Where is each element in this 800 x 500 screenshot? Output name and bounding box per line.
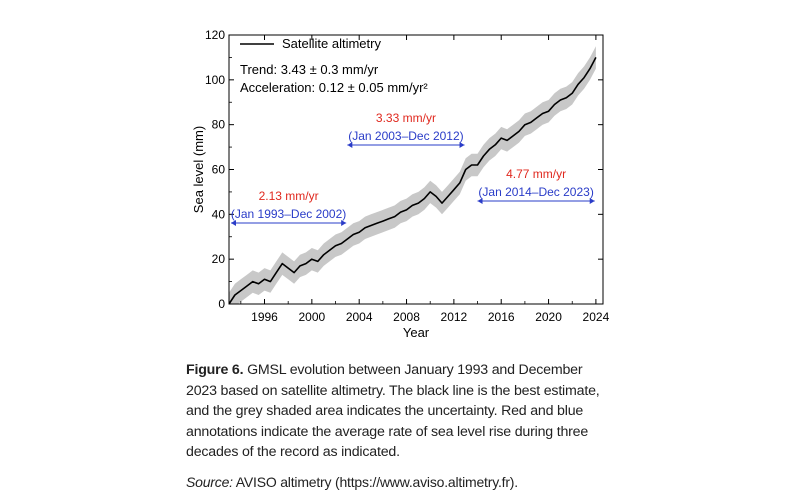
caption-text: GMSL evolution between January 1993 and … xyxy=(186,362,600,460)
period-arrow-right xyxy=(341,220,347,226)
chart-area: 0 20 40 60 80 100 120 1996 2000 2004 2008 2012 2016 2… xyxy=(191,28,610,340)
source-text: AVISO altimetry (https://www.aviso.altim… xyxy=(232,474,518,490)
x-tick-label: 2024 xyxy=(583,310,610,324)
x-tick-label: 2012 xyxy=(441,310,468,324)
y-axis-label: Sea level (mm) xyxy=(191,126,206,213)
figure-caption: Figure 6. GMSL evolution between January… xyxy=(186,360,616,463)
x-tick-label: 2008 xyxy=(393,310,420,324)
series-line-satellite-altimetry xyxy=(229,57,597,304)
uncertainty-band xyxy=(229,46,596,304)
y-tick-label: 20 xyxy=(212,252,226,266)
uncertainty-band-layer xyxy=(229,46,596,304)
y-tick-label: 60 xyxy=(212,163,226,177)
trend-text: Trend: 3.43 ± 0.3 mm/yr xyxy=(240,62,379,77)
period-arrow-left xyxy=(347,142,353,148)
x-tick-label: 1996 xyxy=(251,310,278,324)
series-line-layer xyxy=(229,57,597,304)
rate-annotation: 2.13 mm/yr xyxy=(259,189,319,203)
period-annotation: (Jan 1993–Dec 2002) xyxy=(231,207,346,221)
acceleration-text: Acceleration: 0.12 ± 0.05 mm/yr² xyxy=(240,80,428,95)
y-tick-label: 120 xyxy=(205,28,225,42)
rate-annotation: 4.77 mm/yr xyxy=(506,167,566,181)
x-axis-label: Year xyxy=(403,325,430,340)
axes-layer xyxy=(228,34,604,305)
caption-label: Figure 6. xyxy=(186,362,244,378)
x-tick-label: 2016 xyxy=(488,310,515,324)
x-tick-label: 2004 xyxy=(346,310,373,324)
rate-annotation: 3.33 mm/yr xyxy=(376,111,436,125)
x-tick-label: 2000 xyxy=(298,310,325,324)
y-tick-label: 40 xyxy=(212,207,226,221)
period-arrow-left xyxy=(477,198,483,204)
legend-label: Satellite altimetry xyxy=(282,36,381,51)
period-annotation: (Jan 2014–Dec 2023) xyxy=(478,185,593,199)
x-tick-label: 2020 xyxy=(535,310,562,324)
source-label: Source: xyxy=(186,474,233,490)
figure-source: Source: AVISO altimetry (https://www.avi… xyxy=(186,474,616,490)
period-arrow-left xyxy=(231,220,236,226)
y-tick-label: 80 xyxy=(212,118,226,132)
y-tick-label: 0 xyxy=(218,297,225,311)
period-arrow-right xyxy=(459,142,465,148)
sea-level-chart: 0 20 40 60 80 100 120 1996 2000 2004 2008 2012 2016 2… xyxy=(191,28,610,340)
y-tick-label: 100 xyxy=(205,73,225,87)
period-arrow-right xyxy=(589,198,595,204)
period-annotation: (Jan 2003–Dec 2012) xyxy=(348,129,463,143)
text-layer: 0 20 40 60 80 100 120 1996 2000 2004 2008 2012 2016 2… xyxy=(191,28,610,340)
